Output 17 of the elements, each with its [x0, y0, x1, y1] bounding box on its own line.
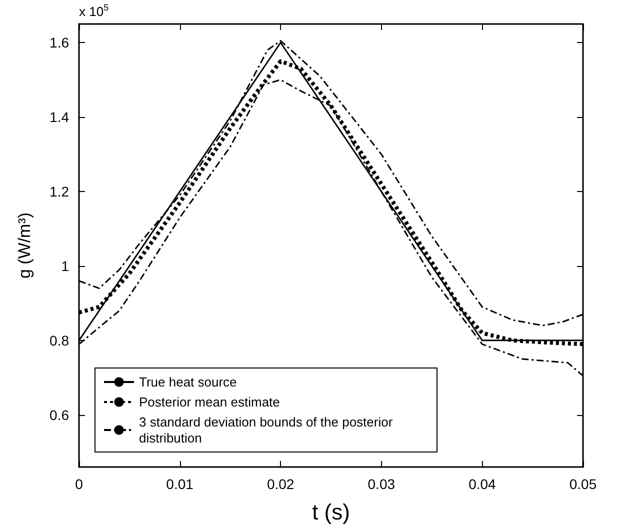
x-tick-label: 0.05: [569, 476, 597, 492]
y-tick-label: 1.4: [50, 109, 70, 126]
legend-label: 3 standard deviation bounds of the posterior distribution: [139, 414, 396, 446]
x-tick-label: 0: [75, 476, 84, 492]
y-tick-label: 0.8: [50, 332, 70, 348]
y-tick-label: 1: [61, 258, 70, 274]
y-tick-label: 1.6: [50, 34, 70, 51]
legend-label: Posterior mean estimate: [139, 394, 280, 410]
legend-label: True heat source: [139, 374, 237, 390]
y-tick-label: 0.6: [50, 406, 70, 423]
y-tick-label: 1.2: [50, 184, 70, 200]
x-tick-label: 0.04: [468, 476, 496, 492]
x-tick-label: 0.03: [368, 476, 396, 492]
x-tick-label: 0.01: [166, 476, 194, 492]
y-axis-title: g (W/m³): [15, 212, 34, 279]
x-tick-label: 0.02: [266, 476, 294, 492]
x-axis-title: t (s): [312, 500, 350, 524]
